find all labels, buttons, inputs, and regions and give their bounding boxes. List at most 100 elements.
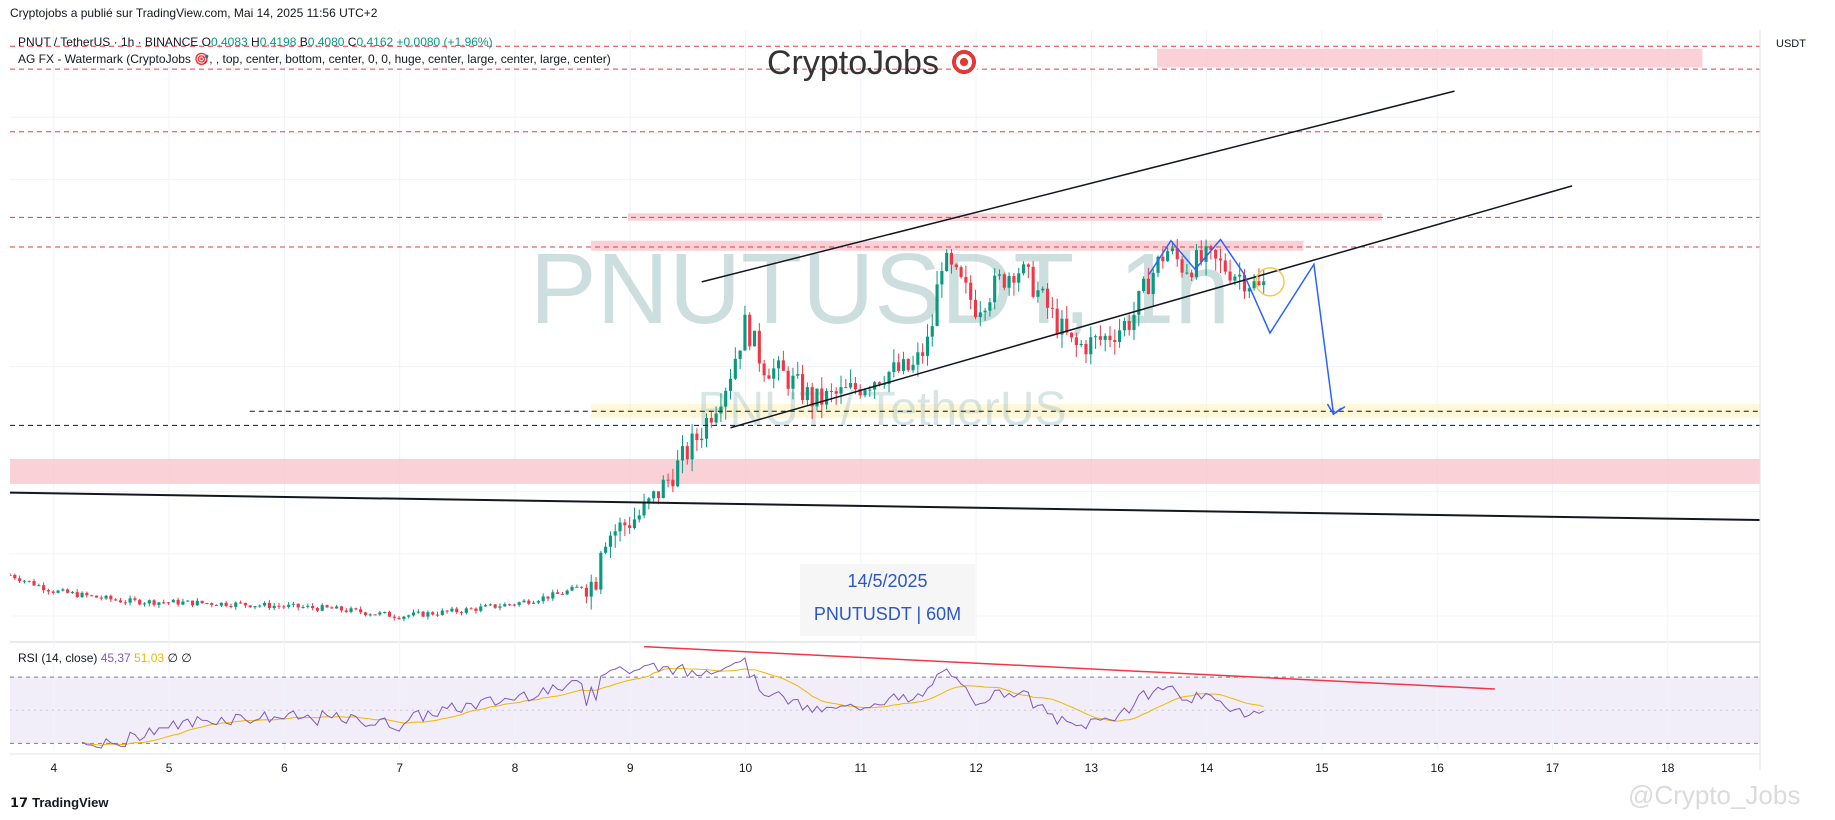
candle-body [267, 602, 271, 609]
candle-body [214, 604, 219, 606]
candle-body [700, 438, 704, 441]
candle-body [315, 608, 319, 611]
candle-body [1074, 337, 1078, 346]
candle-body [1209, 246, 1213, 250]
candle-body [608, 535, 612, 547]
candle-body [935, 284, 939, 327]
candle-body [570, 586, 574, 591]
time-tick-label: 8 [512, 761, 519, 775]
candle-body [719, 406, 723, 414]
candle-body [234, 602, 238, 607]
candle-body [844, 387, 848, 389]
candle-body [743, 314, 747, 351]
candle-body [181, 601, 185, 605]
candle-body [671, 479, 675, 487]
candle-body [647, 498, 651, 504]
candle-body [1218, 258, 1223, 261]
candle-body [921, 352, 925, 356]
candle-body [772, 368, 776, 379]
candle-body [440, 610, 444, 615]
candle-body [392, 616, 396, 618]
symbol-legend: PNUT / TetherUS · 1h · BINANCE O0,4083 H… [18, 35, 493, 49]
open-value: 0,4083 [210, 35, 248, 49]
pair-watermark: PNUT / TetherUS [697, 383, 1066, 436]
candle-body [709, 417, 713, 423]
candle-body [637, 515, 641, 520]
candle-body [277, 605, 281, 607]
candle-body [853, 383, 857, 390]
candle-body [733, 358, 737, 379]
currency-label[interactable]: USDT [1776, 38, 1806, 50]
low-value: 0,4080 [307, 35, 345, 49]
candle-body [450, 608, 454, 612]
indicator-legend: AG FX - Watermark (CryptoJobs 🎯, , top, … [18, 52, 611, 66]
candle-body [969, 282, 973, 300]
candle-body [1257, 281, 1261, 286]
candle-body [613, 531, 617, 536]
candle-body [1002, 274, 1006, 288]
candle-body [363, 612, 368, 615]
candle-body [378, 612, 382, 615]
candle-body [166, 602, 171, 604]
candle-body [258, 605, 262, 607]
time-tick-label: 13 [1085, 761, 1099, 775]
time-tick-label: 16 [1431, 761, 1445, 775]
candle-body [517, 602, 521, 605]
candle-body [757, 330, 761, 364]
candle-body [507, 604, 512, 606]
candle-body [973, 299, 978, 318]
trendline [730, 185, 1573, 429]
candle-body [306, 605, 310, 607]
candle-body [652, 491, 656, 499]
candle-body [301, 606, 305, 608]
candle-body [186, 600, 190, 602]
candle-body [767, 375, 771, 379]
candle-body [272, 605, 276, 609]
candle-body [1045, 288, 1050, 308]
candle-body [877, 382, 881, 385]
candle-body [291, 603, 295, 605]
candle-body [114, 599, 118, 601]
time-tick-label: 10 [739, 761, 753, 775]
candle-body [435, 614, 440, 616]
candle-body [964, 276, 968, 283]
corner-watermark: @Crypto_Jobs [1628, 780, 1801, 810]
zone-red [10, 458, 1760, 484]
candle-body [1007, 276, 1011, 288]
candle-body [1262, 281, 1266, 286]
candle-body [512, 604, 516, 606]
tradingview-logo[interactable]: 𝟭𝟳 TradingView [10, 795, 108, 811]
rsi-band [10, 677, 1760, 744]
candle-body [253, 606, 257, 608]
candle-body [1127, 320, 1131, 331]
target-icon [948, 47, 979, 78]
candle-body [940, 271, 944, 285]
candle-body [142, 603, 147, 605]
candle-body [810, 387, 814, 407]
candle-body [498, 606, 502, 608]
candle-body [762, 363, 766, 376]
candle-body [925, 336, 930, 356]
candle-body [1199, 250, 1203, 262]
candle-body [1242, 274, 1247, 292]
candle-body [118, 600, 123, 603]
candle-body [176, 599, 180, 605]
candle-body [556, 592, 560, 594]
candle-body [1065, 318, 1069, 333]
candle-body [66, 589, 70, 593]
candle-body [1151, 272, 1155, 295]
candle-body [162, 602, 166, 604]
tradingview-text: TradingView [32, 795, 109, 810]
candle-body [407, 615, 411, 617]
candle-body [344, 610, 348, 612]
candle-body [37, 585, 41, 587]
candle-body [825, 391, 829, 405]
candle-body [676, 460, 680, 487]
candle-body [459, 612, 464, 614]
candle-body [714, 413, 718, 423]
candle-body [724, 390, 728, 407]
candle-body [868, 389, 872, 391]
candle-body [416, 611, 420, 613]
